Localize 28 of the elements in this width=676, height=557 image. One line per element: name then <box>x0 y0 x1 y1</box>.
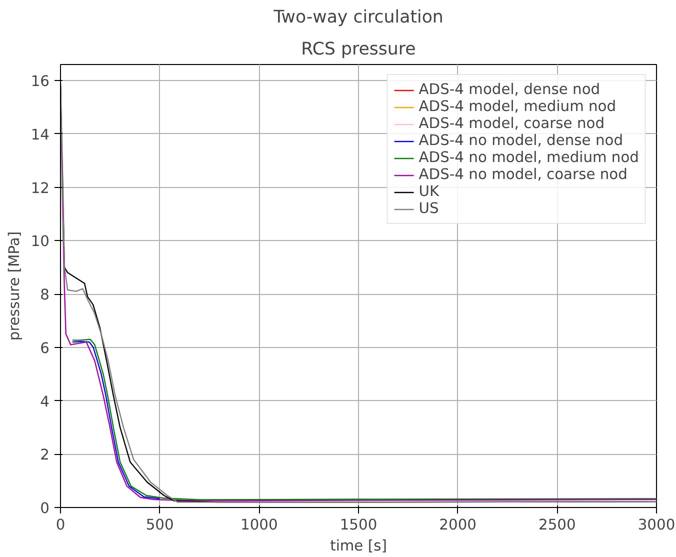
chart-title: Two-way circulation <box>272 8 444 28</box>
y-tick-label: 4 <box>40 393 50 410</box>
y-tick-label: 6 <box>40 340 50 357</box>
y-axis-title: pressure [MPa] <box>6 231 23 341</box>
x-tick-label: 500 <box>146 516 174 534</box>
legend-label: ADS-4 model, coarse nod <box>418 115 605 132</box>
x-axis-title: time [s] <box>330 538 387 554</box>
legend-label: US <box>418 200 439 217</box>
x-tick-label: 3000 <box>638 516 676 534</box>
y-tick-label: 16 <box>30 73 50 90</box>
legend-label: ADS-4 no model, dense nod <box>418 132 624 149</box>
x-tick-label: 2500 <box>538 516 576 534</box>
y-tick-label: 0 <box>40 500 50 517</box>
legend-label: ADS-4 no model, medium nod <box>418 149 639 166</box>
x-tick-label: 1000 <box>240 516 278 534</box>
y-tick-label: 12 <box>30 180 50 197</box>
legend-label: ADS-4 no model, coarse nod <box>418 166 628 183</box>
y-tick-label: 2 <box>40 446 50 464</box>
legend-label: ADS-4 model, dense nod <box>418 81 600 98</box>
x-tick-label: 0 <box>56 516 66 534</box>
y-tick-label: 8 <box>40 286 50 304</box>
chart-subtitle: RCS pressure <box>301 40 416 60</box>
x-tick-label: 1500 <box>340 516 378 534</box>
x-tick-label: 2000 <box>439 516 476 534</box>
legend-label: UK <box>418 183 440 200</box>
y-tick-label: 14 <box>30 126 50 144</box>
legend-label: ADS-4 model, medium nod <box>418 98 616 115</box>
y-tick-label: 10 <box>30 233 50 250</box>
